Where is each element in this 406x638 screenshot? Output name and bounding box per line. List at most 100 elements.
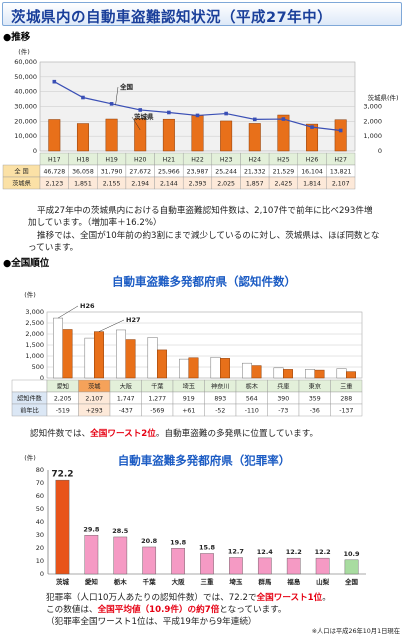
- y-tick-label: 3,000: [25, 308, 44, 316]
- y-tick-label: 50: [36, 505, 44, 513]
- bar: [162, 118, 175, 152]
- y-tick-label: 0: [378, 147, 382, 155]
- data-label: 12.4: [257, 548, 274, 556]
- point: [310, 125, 314, 129]
- callout-line: [115, 86, 119, 105]
- data-label: 46,728: [43, 169, 65, 176]
- data-label: -73: [278, 408, 288, 415]
- bar: [305, 369, 315, 379]
- legend-label: 茨城県: [134, 112, 154, 121]
- data-label: 2,155: [103, 181, 121, 188]
- bar: [334, 119, 347, 152]
- bar: [84, 337, 95, 379]
- x-tick-label: 茨城: [88, 383, 100, 391]
- y-tick-label: 20,000: [14, 117, 37, 125]
- x-tick-label: 千葉: [151, 383, 163, 391]
- data-label: 390: [277, 396, 289, 403]
- text-segment: 認知件数では、: [30, 429, 91, 439]
- bar: [62, 329, 73, 379]
- data-label: 2,144: [160, 181, 178, 188]
- data-label: 288: [340, 396, 352, 403]
- paragraph: 犯罪率（人口10万人あたりの認知件数）では、72.2で全国ワースト1位。: [46, 592, 396, 604]
- bar: [48, 119, 61, 152]
- x-tick-label: 神奈川: [211, 383, 230, 391]
- data-label: 20.8: [141, 537, 158, 545]
- data-label: 36,058: [72, 169, 94, 176]
- bar: [53, 317, 63, 379]
- bar: [314, 369, 325, 379]
- x-tick-label: H24: [249, 157, 262, 164]
- text-segment: 。自動車盗難の多発県に位置しています。: [155, 429, 319, 439]
- bar: [125, 339, 136, 379]
- x-tick-label: 大阪: [120, 383, 132, 391]
- bar: [220, 358, 230, 379]
- data-label: -569: [150, 408, 164, 415]
- point: [281, 117, 286, 121]
- bar: [210, 356, 221, 379]
- y-tick-label: 0: [33, 147, 37, 155]
- x-tick-label: 兵庫: [277, 383, 289, 391]
- bar: [142, 546, 157, 575]
- chart-title: 自動車盗難多発都府県（犯罪率）: [118, 454, 291, 468]
- data-label: 12.2: [286, 548, 302, 556]
- y-tick-label: 80: [36, 466, 44, 474]
- x-tick-label: H23: [220, 157, 233, 164]
- data-label: 31,790: [101, 169, 123, 176]
- data-label: 2,107: [332, 181, 350, 188]
- section-heading: ●推移: [3, 32, 31, 43]
- data-label: 16,104: [301, 169, 323, 176]
- table-cell: [330, 403, 363, 417]
- callout-line: [57, 305, 79, 319]
- data-label: 72.2: [51, 470, 73, 480]
- bar: [157, 349, 167, 379]
- data-label: 564: [246, 396, 258, 403]
- data-label: -437: [119, 408, 133, 415]
- x-tick-label: 福島: [286, 577, 301, 586]
- x-tick-label: 大阪: [172, 577, 186, 586]
- bar: [315, 557, 330, 575]
- y-tick-label: 30: [36, 531, 44, 539]
- data-label: -52: [215, 408, 225, 415]
- x-tick-label: H27: [334, 157, 347, 164]
- y-tick-label: 60,000: [14, 58, 37, 66]
- text-segment: この数値は、: [46, 605, 98, 615]
- data-label: +61: [182, 408, 195, 415]
- point: [195, 113, 200, 118]
- x-tick-label: H22: [191, 157, 204, 164]
- x-tick-label: H25: [277, 157, 290, 164]
- y-tick-label: 1,000: [25, 352, 44, 360]
- x-tick-label: H18: [77, 157, 90, 164]
- bar: [191, 115, 204, 152]
- table-cell: [326, 176, 356, 190]
- y-tick-label: 70: [36, 479, 44, 487]
- data-label: 2,393: [189, 181, 207, 188]
- y2-axis-label: 茨城県(件): [367, 93, 398, 102]
- bar: [188, 357, 199, 379]
- y-tick-label: 0: [40, 374, 44, 382]
- paragraph: この数値は、全国平均値（10.9件）の約7倍となっています。: [46, 604, 396, 616]
- text-segment: 推移では、全国が10年前の約3割にまで減少しているのに対し、茨城県は、ほぼ同数と…: [28, 231, 380, 253]
- y-tick-label: 50,000: [14, 73, 37, 81]
- x-tick-label: 全国: [344, 577, 359, 586]
- bar: [286, 557, 301, 575]
- bar: [229, 557, 243, 575]
- footnote: ※人口は平成26年10月1日現在: [311, 628, 400, 635]
- data-label: -36: [310, 408, 320, 415]
- data-label: 1,851: [74, 181, 92, 188]
- data-label: 23,987: [187, 169, 209, 176]
- text-segment: 全国ワースト1位: [256, 593, 323, 603]
- x-tick-label: 埼玉: [229, 577, 243, 586]
- point: [81, 95, 85, 100]
- data-label: 2,194: [131, 181, 149, 188]
- x-tick-label: 三重: [340, 383, 352, 391]
- x-tick-label: 愛知: [85, 577, 99, 586]
- x-tick-label: 愛知: [57, 383, 69, 391]
- y-tick-label: 0: [40, 570, 44, 578]
- bar: [84, 535, 99, 575]
- callout-line: [131, 116, 141, 131]
- data-label: 15.8: [199, 543, 216, 551]
- bar: [220, 120, 233, 152]
- data-label: 21,529: [273, 169, 295, 176]
